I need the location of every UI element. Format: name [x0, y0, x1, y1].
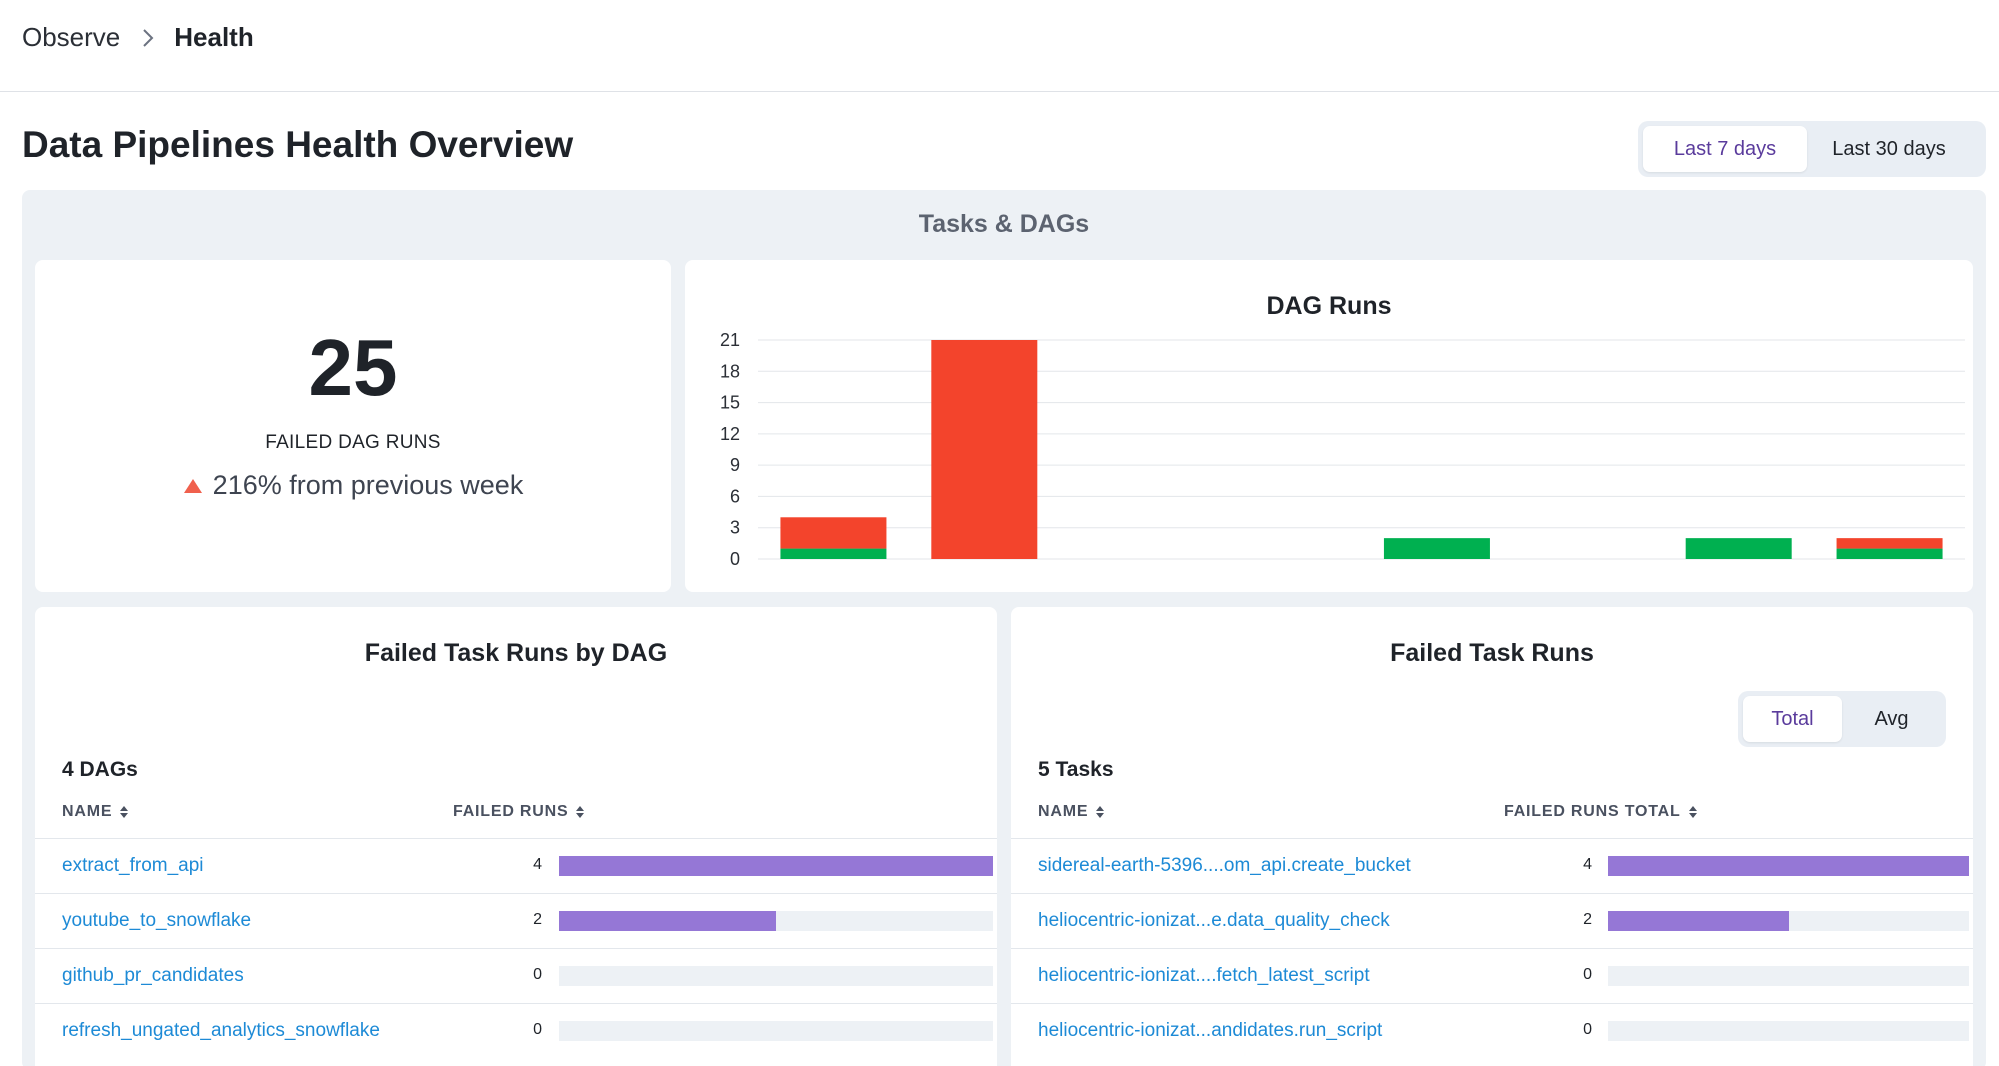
row-name-link[interactable]: sidereal-earth-5396....om_api.create_buc… [1038, 855, 1411, 876]
task-count: 5 Tasks [1038, 758, 1114, 781]
range-last-30-days[interactable]: Last 30 days [1832, 137, 1946, 160]
bar-track [1608, 911, 1969, 931]
y-tick-label: 9 [730, 455, 740, 475]
column-header-label: FAILED RUNS TOTAL [1504, 803, 1681, 820]
kpi-trend-text: 216% from previous week [212, 470, 524, 500]
tasks-dags-section: Tasks & DAGs 25 FAILED DAG RUNS 216% fro… [22, 190, 1986, 1066]
sort-icon [1688, 806, 1697, 818]
table-row: github_pr_candidates 0 [35, 948, 997, 1003]
y-tick-label: 6 [730, 486, 740, 506]
table-row: heliocentric-ionizat....fetch_latest_scr… [1011, 948, 1973, 1003]
page-title: Data Pipelines Health Overview [22, 124, 574, 165]
row-name-link[interactable]: github_pr_candidates [62, 965, 244, 986]
column-header-label: FAILED RUNS [453, 803, 569, 820]
bar-success[interactable] [1836, 548, 1943, 559]
row-name-link[interactable]: heliocentric-ionizat....fetch_latest_scr… [1038, 965, 1370, 986]
y-tick-label: 15 [720, 393, 740, 413]
table-row: heliocentric-ionizat...e.data_quality_ch… [1011, 893, 1973, 948]
column-header-name[interactable]: NAME [1038, 803, 1105, 821]
row-name-link[interactable]: heliocentric-ionizat...andidates.run_scr… [1038, 1020, 1383, 1041]
row-name-link[interactable]: extract_from_api [62, 855, 204, 876]
row-name-link[interactable]: youtube_to_snowflake [62, 910, 252, 931]
failed-by-dag-card: Failed Task Runs by DAG 4 DAGs NAME FAIL… [35, 607, 997, 1066]
sort-icon [120, 806, 129, 818]
table-row: youtube_to_snowflake 2 [35, 893, 997, 948]
row-value: 0 [533, 1021, 542, 1038]
failed-tasks-card: Failed Task Runs Total Avg 5 Tasks NAME … [1011, 607, 1973, 1066]
date-range-toggle: Last 7 days Last 30 days [1638, 121, 1986, 177]
column-header-label: NAME [1038, 803, 1089, 820]
bar-failed[interactable] [780, 517, 887, 549]
failed-tasks-title: Failed Task Runs [1390, 639, 1594, 667]
breadcrumb: Observe Health [22, 22, 254, 53]
y-tick-label: 12 [720, 424, 740, 444]
chart-title: DAG Runs [1266, 292, 1392, 320]
row-value: 2 [533, 911, 542, 928]
table-row: refresh_ungated_analytics_snowflake 0 [35, 1003, 997, 1058]
column-header-label: NAME [62, 803, 113, 820]
bar-track [559, 911, 993, 931]
y-tick-label: 3 [730, 518, 740, 538]
y-tick-label: 0 [730, 549, 740, 569]
dag-runs-chart-card: DAG Runs 0 3 6 9 12 15 18 21 [685, 260, 1973, 592]
bar-fill [559, 911, 776, 931]
table-row: heliocentric-ionizat...andidates.run_scr… [1011, 1003, 1973, 1058]
section-title: Tasks & DAGs [918, 210, 1090, 238]
column-header-failed-runs-total[interactable]: FAILED RUNS TOTAL [1504, 803, 1697, 821]
sort-icon [1096, 806, 1105, 818]
failed-dag-runs-card: 25 FAILED DAG RUNS 216% from previous we… [35, 260, 671, 592]
column-header-failed-runs[interactable]: FAILED RUNS [453, 803, 585, 821]
bar-fill [1608, 911, 1789, 931]
bar-track [559, 856, 993, 876]
table-row: extract_from_api 4 [35, 838, 997, 893]
bar-fill [1608, 856, 1969, 876]
bar-track [1608, 966, 1969, 986]
dag-runs-chart: 0 3 6 9 12 15 18 21 [720, 330, 1965, 569]
row-value: 0 [1583, 1021, 1592, 1038]
row-name-link[interactable]: refresh_ungated_analytics_snowflake [62, 1020, 380, 1041]
aggregation-toggle: Total Avg [1738, 691, 1946, 747]
bar-track [559, 966, 993, 986]
table-row: sidereal-earth-5396....om_api.create_buc… [1011, 838, 1973, 893]
bar-track [1608, 856, 1969, 876]
breadcrumb-observe[interactable]: Observe [22, 22, 121, 52]
row-value: 2 [1583, 911, 1592, 928]
toggle-total[interactable]: Total [1743, 696, 1842, 742]
bar-success[interactable] [1383, 538, 1490, 559]
breadcrumb-health: Health [174, 22, 254, 52]
y-tick-label: 18 [720, 361, 740, 381]
kpi-value: 25 [308, 323, 398, 412]
failed-by-dag-title: Failed Task Runs by DAG [364, 639, 668, 667]
top-bar: Observe Health [0, 0, 1999, 92]
toggle-avg[interactable]: Avg [1874, 707, 1909, 730]
column-header-name[interactable]: NAME [62, 803, 129, 821]
bar-fill [559, 856, 993, 876]
range-last-7-days[interactable]: Last 7 days [1643, 126, 1807, 172]
kpi-trend: 216% from previous week [35, 470, 671, 501]
bar-track [1608, 1021, 1969, 1041]
y-tick-label: 21 [720, 330, 740, 350]
sort-icon [576, 806, 585, 818]
row-value: 0 [1583, 966, 1592, 983]
triangle-up-icon [183, 478, 203, 494]
dag-count: 4 DAGs [62, 758, 138, 781]
bar-failed[interactable] [931, 340, 1038, 559]
row-name-link[interactable]: heliocentric-ionizat...e.data_quality_ch… [1038, 910, 1390, 931]
row-value: 4 [1583, 856, 1592, 873]
bar-success[interactable] [780, 548, 887, 559]
row-value: 4 [533, 856, 542, 873]
chevron-right-icon [138, 28, 158, 48]
bar-track [559, 1021, 993, 1041]
bar-failed[interactable] [1836, 538, 1943, 549]
bar-success[interactable] [1685, 538, 1792, 559]
kpi-label: FAILED DAG RUNS [265, 432, 441, 453]
row-value: 0 [533, 966, 542, 983]
